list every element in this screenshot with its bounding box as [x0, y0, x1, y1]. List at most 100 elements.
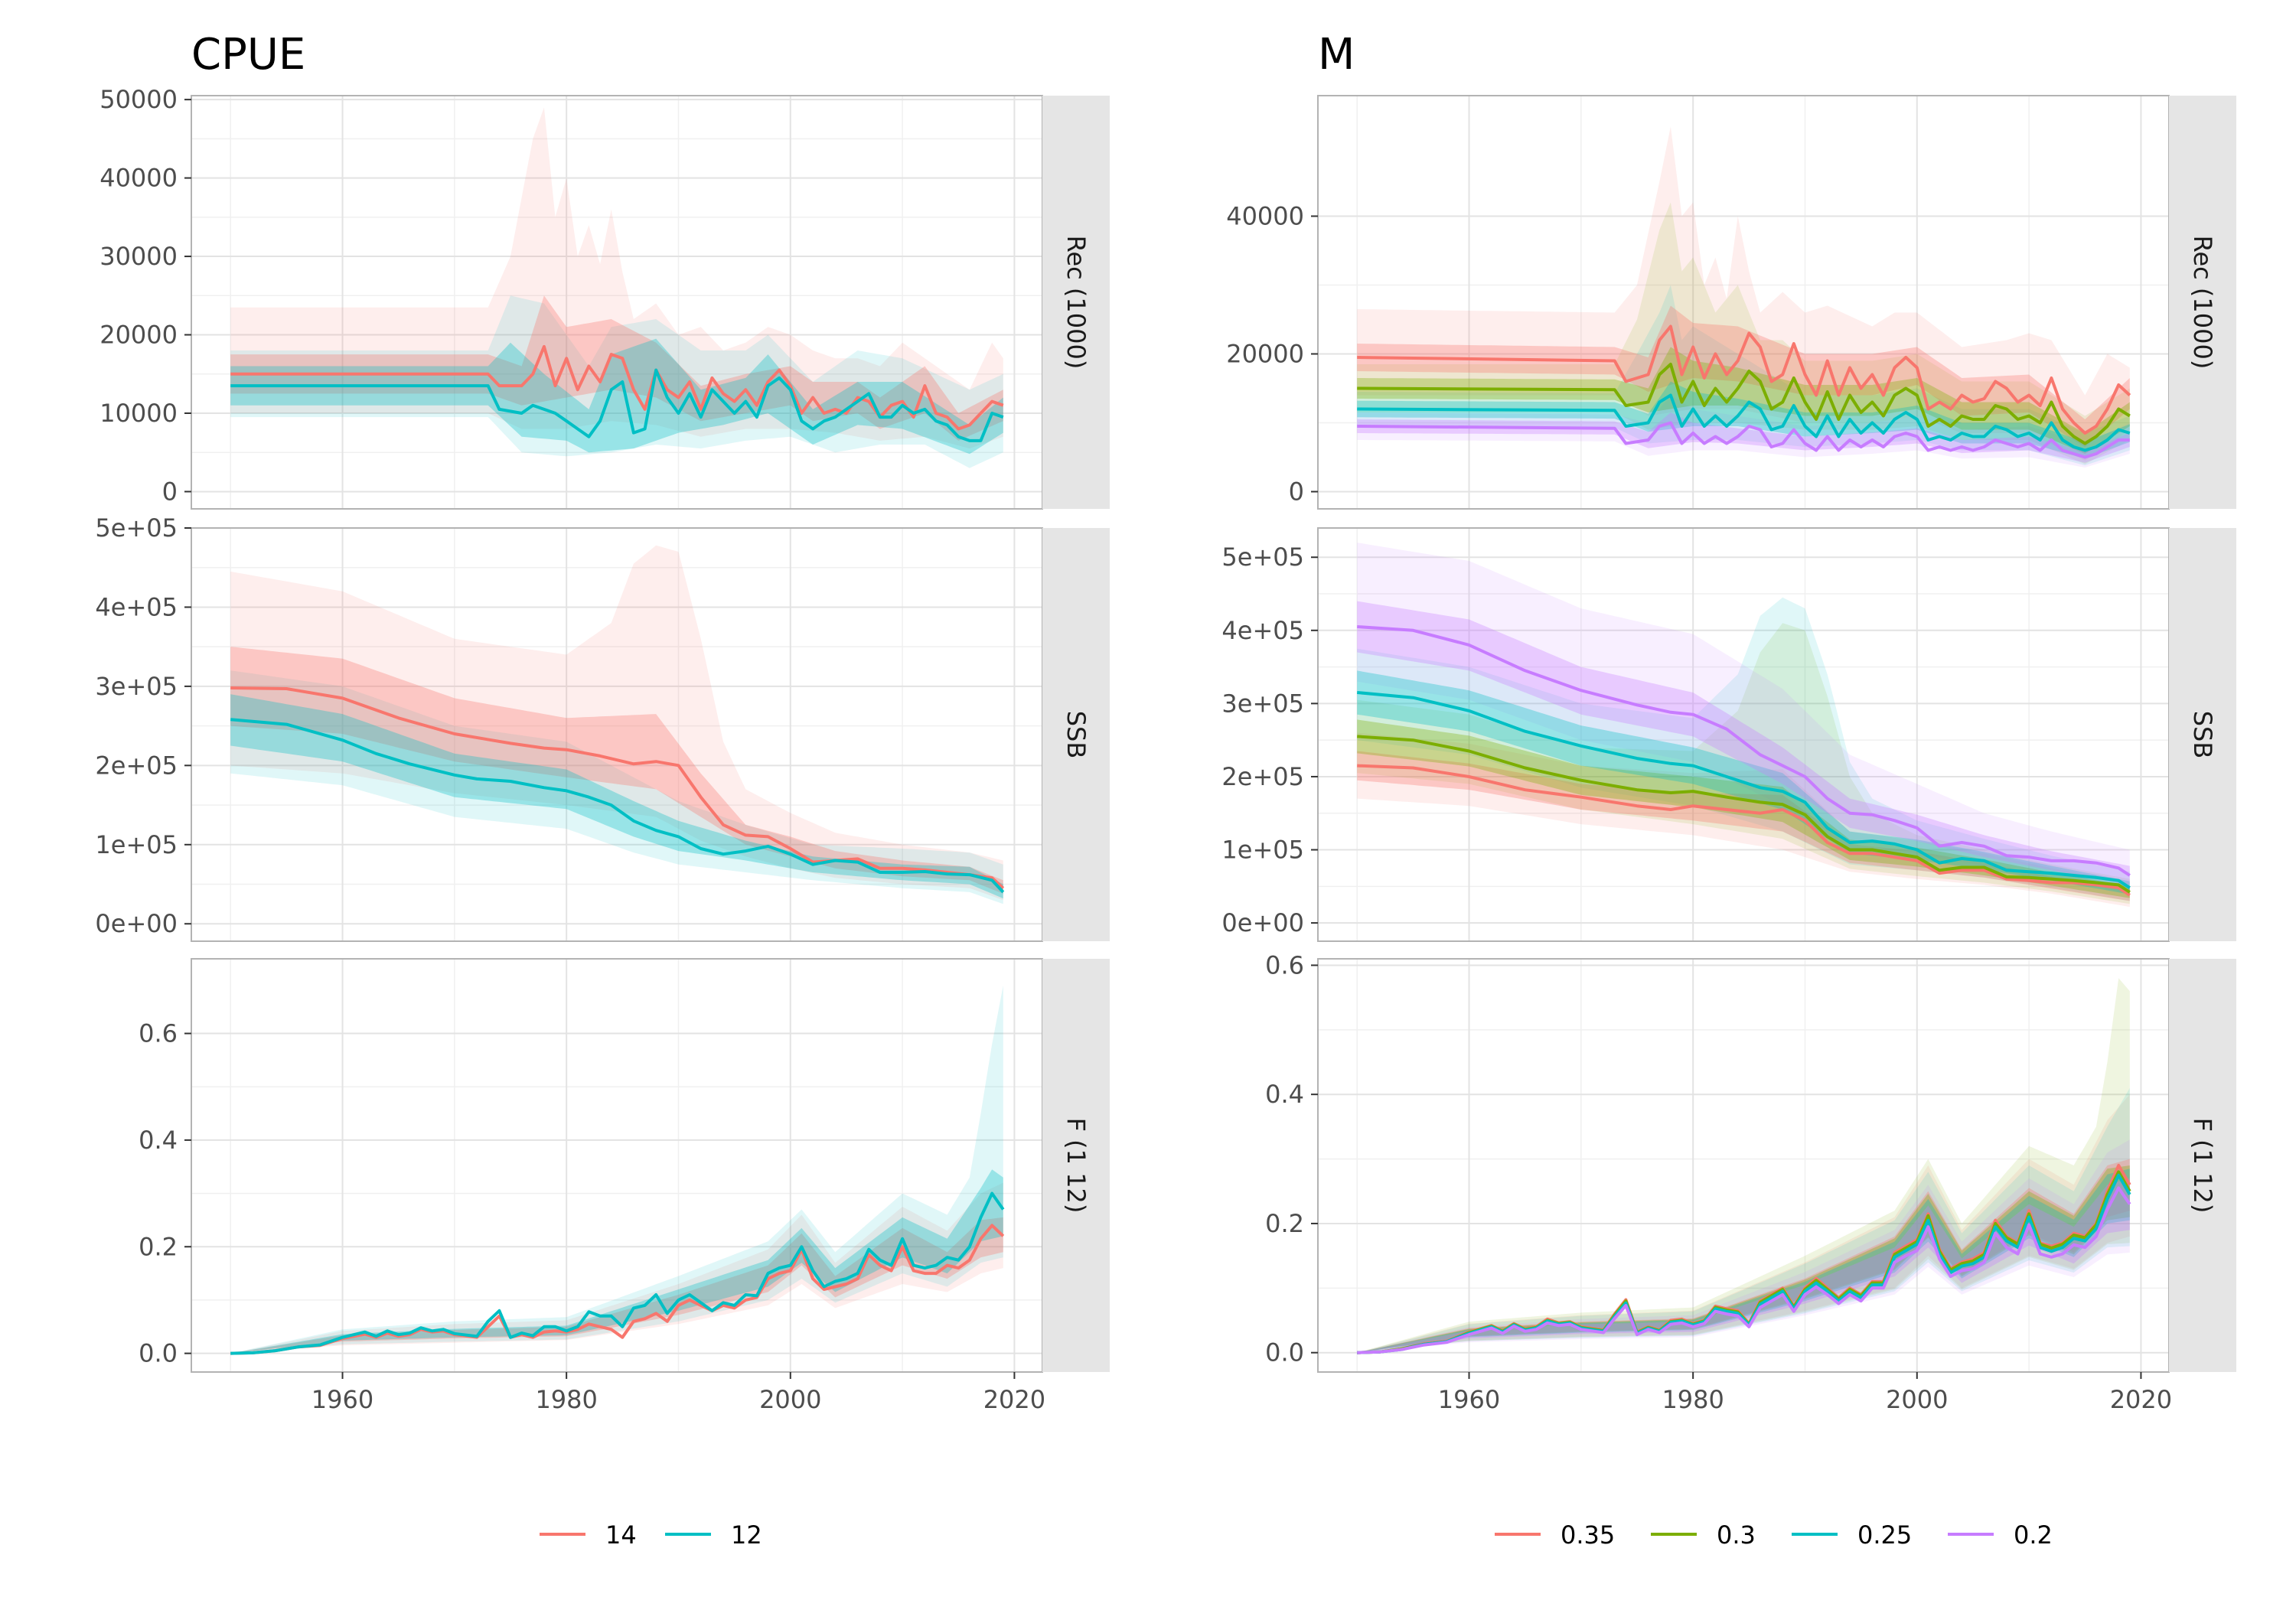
- series-line-0.35: [1357, 764, 2131, 897]
- ribbon-outer-0.25: [1357, 1087, 2130, 1353]
- ribbon-outer-0.3: [1357, 202, 2130, 464]
- series-group: [230, 107, 1004, 468]
- x-tick-label: 1960: [1438, 1385, 1500, 1414]
- chart-m: M 0 20000 40000 Rec (1000) 0e+00 1e+05 2e+05 3e+…: [1221, 30, 2236, 1550]
- legend: 0.35 0.3 0.25 0.2: [1495, 1520, 2053, 1550]
- facet-strip: [1042, 959, 1110, 1372]
- legend-label: 0.2: [2014, 1520, 2053, 1550]
- series-line-0.25: [1357, 691, 2131, 889]
- legend: 14 12: [540, 1520, 762, 1550]
- y-tick-label: 2e+05: [95, 751, 178, 780]
- series-group: [230, 985, 1005, 1355]
- series-line-0.2: [1357, 1186, 2131, 1354]
- y-tick-label: 0.6: [139, 1019, 178, 1048]
- legend-label: 0.3: [1717, 1520, 1756, 1550]
- y-tick-label: 0e+00: [95, 909, 178, 938]
- x-tick-label: 2020: [2110, 1385, 2172, 1414]
- y-tick-label: 0.6: [1265, 950, 1304, 979]
- x-tick-label: 2000: [1886, 1385, 1948, 1414]
- series-line-0.2: [1357, 625, 2131, 877]
- ribbon-inner-12: [230, 694, 1003, 899]
- facet-strip: [1042, 96, 1110, 509]
- legend-label: 12: [731, 1520, 762, 1550]
- ribbon-outer-0.2: [1357, 543, 2130, 894]
- ribbon-inner-0.25: [1357, 381, 2130, 459]
- y-tick-label: 3e+05: [95, 672, 178, 701]
- y-tick-label: 10000: [99, 399, 178, 428]
- series-group: [230, 545, 1005, 904]
- ribbon-inner-14: [230, 647, 1003, 894]
- y-tick-label: 0: [1289, 477, 1304, 507]
- panel-ssb: 0e+00 1e+05 2e+05 3e+05 4e+05 5e+05 SSB: [95, 513, 1110, 942]
- legend-label: 0.35: [1561, 1520, 1615, 1550]
- y-tick-label: 0: [162, 477, 178, 506]
- y-tick-label: 0.4: [139, 1126, 178, 1155]
- ribbon-outer-0.3: [1357, 978, 2130, 1353]
- ribbon-outer-0.35: [1357, 732, 2130, 908]
- y-tick-label: 3e+05: [1221, 689, 1304, 718]
- legend-label: 14: [605, 1520, 637, 1550]
- chart-title: CPUE: [191, 30, 305, 80]
- ribbon-outer-12: [230, 295, 1003, 468]
- panel-background: [191, 959, 1042, 1372]
- panel-background: [1318, 96, 2169, 509]
- series-group: [1357, 978, 2131, 1354]
- legend-item-14: 14: [540, 1520, 637, 1550]
- series-line-12: [230, 368, 1004, 442]
- y-tick-label: 0.0: [1265, 1338, 1304, 1367]
- facet-strip-label: SSB: [2188, 711, 2217, 759]
- ribbon-outer-14: [230, 545, 1003, 901]
- ribbon-inner-0.35: [1357, 751, 2130, 901]
- y-tick-label: 0.0: [139, 1339, 178, 1368]
- legend-item-0.25: 0.25: [1792, 1520, 1912, 1550]
- facet-strip: [2169, 528, 2236, 941]
- series-line-0.35: [1357, 324, 2131, 435]
- y-tick-label: 0.2: [1265, 1209, 1304, 1238]
- ribbon-inner-0.2: [1357, 412, 2130, 463]
- ribbon-inner-12: [230, 1169, 1003, 1354]
- y-tick-label: 5e+05: [95, 513, 178, 543]
- series-line-14: [230, 344, 1004, 431]
- ribbon-outer-12: [230, 670, 1003, 904]
- facet-strip: [2169, 959, 2236, 1372]
- ribbon-outer-0.3: [1357, 623, 2130, 904]
- ribbon-inner-0.3: [1357, 347, 2130, 454]
- x-tick-label: 1980: [1662, 1385, 1724, 1414]
- series-line-12: [230, 1191, 1005, 1355]
- facet-strip: [1042, 528, 1110, 941]
- series-line-0.3: [1357, 735, 2131, 894]
- series-line-0.3: [1357, 363, 2131, 445]
- y-tick-label: 40000: [1226, 202, 1304, 231]
- chart-title: M: [1318, 30, 1355, 80]
- panel-ssb: 0e+00 1e+05 2e+05 3e+05 4e+05 5e+05 SSB: [1221, 527, 2236, 942]
- ribbon-inner-0.2: [1357, 1178, 2130, 1353]
- ribbon-inner-0.3: [1357, 719, 2130, 898]
- y-tick-label: 50000: [99, 85, 178, 114]
- ribbon-outer-0.25: [1357, 597, 2130, 901]
- legend-item-0.2: 0.2: [1948, 1520, 2053, 1550]
- y-tick-label: 4e+05: [95, 592, 178, 621]
- panel-background: [1318, 959, 2169, 1372]
- facet-strip-label: F (1 12): [1062, 1118, 1091, 1214]
- y-tick-label: 0.2: [139, 1232, 178, 1261]
- panel-rec-1000: 0 10000 20000 30000 40000 50000 Rec (1000): [99, 85, 1110, 510]
- facet-strip-label: Rec (1000): [2188, 236, 2217, 370]
- facet-strip: [2169, 96, 2236, 509]
- y-tick-label: 2e+05: [1221, 762, 1304, 791]
- ribbon-inner-0.25: [1357, 1168, 2130, 1353]
- legend-label: 0.25: [1857, 1520, 1912, 1550]
- y-tick-label: 20000: [99, 321, 178, 350]
- legend-item-0.35: 0.35: [1495, 1520, 1615, 1550]
- ribbon-outer-0.35: [1357, 126, 2130, 461]
- ribbon-inner-0.3: [1357, 1165, 2130, 1353]
- y-tick-label: 30000: [99, 242, 178, 271]
- series-line-0.2: [1357, 421, 2130, 459]
- x-tick-label: 2000: [759, 1385, 821, 1414]
- x-tick-label: 1980: [535, 1385, 597, 1414]
- ribbon-inner-0.35: [1357, 305, 2130, 447]
- panel-background: [191, 96, 1042, 509]
- panel-rec-1000: 0 20000 40000 Rec (1000): [1226, 95, 2236, 510]
- panel-f-1-12: 0.0 0.2 0.4 0.6 F (1 12) 1960 1980 2000 2020: [139, 958, 1110, 1414]
